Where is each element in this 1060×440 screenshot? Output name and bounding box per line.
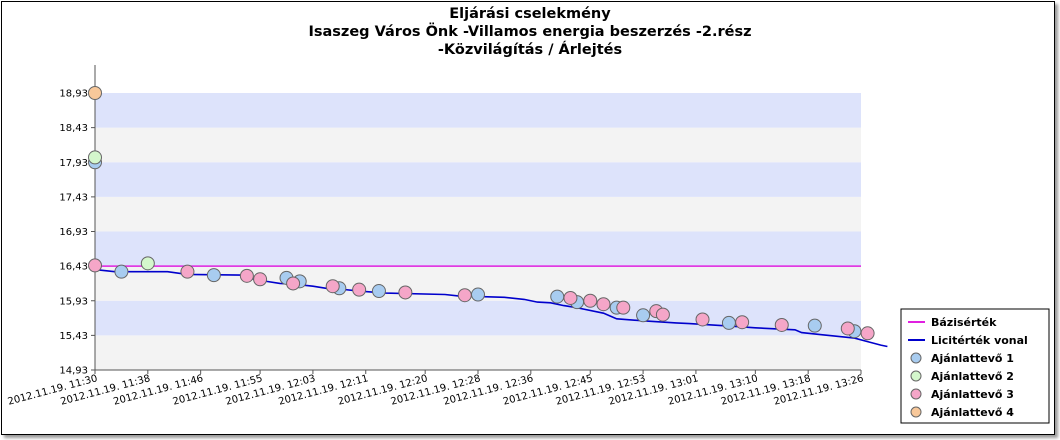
legend-box bbox=[900, 308, 1050, 424]
bidder-4-point bbox=[88, 86, 102, 100]
chart-title-line: Isaszeg Város Önk -Villamos energia besz… bbox=[308, 22, 751, 40]
grid-band bbox=[95, 335, 861, 370]
bidder-3-point bbox=[616, 300, 631, 315]
legend-swatch bbox=[910, 406, 922, 418]
y-tick-label: 16,43 bbox=[59, 262, 88, 273]
grid-band bbox=[95, 196, 861, 232]
bidder-1-point bbox=[206, 268, 221, 283]
bidder-1-point bbox=[471, 287, 485, 302]
bidder-3-point bbox=[352, 282, 367, 297]
bidder-3-point bbox=[398, 285, 413, 300]
legend-swatch bbox=[910, 352, 922, 364]
grid-band bbox=[95, 231, 861, 267]
bidder-3-point bbox=[325, 279, 340, 294]
bidder-1-point bbox=[371, 284, 386, 299]
legend-label: Bázisérték bbox=[931, 316, 997, 329]
bidder-2-point bbox=[88, 150, 102, 165]
legend-swatch bbox=[910, 370, 922, 382]
legend-label: Ajánlattevő 1 bbox=[931, 352, 1014, 365]
y-tick-label: 17,43 bbox=[59, 192, 88, 203]
bidder-3-point bbox=[774, 317, 789, 332]
bidder-3-point bbox=[88, 258, 102, 273]
legend-label: Ajánlattevő 2 bbox=[931, 370, 1014, 383]
grid-band bbox=[95, 93, 861, 128]
y-tick-label: 14,93 bbox=[59, 366, 88, 377]
bidder-3-point bbox=[583, 293, 598, 308]
bidder-3-point bbox=[180, 264, 195, 279]
series-points bbox=[88, 86, 974, 356]
bidder-3-point bbox=[563, 290, 578, 305]
bidder-1-point bbox=[636, 308, 651, 323]
bidder-3-point bbox=[239, 268, 254, 283]
y-tick-label: 15,43 bbox=[59, 331, 88, 342]
grid-band bbox=[95, 162, 861, 197]
bidder-3-point bbox=[596, 297, 611, 312]
y-tick-label: 18,93 bbox=[59, 89, 88, 100]
chart-title-line: Eljárási cselekmény bbox=[449, 6, 611, 22]
y-axis-ticks: 14,93 15,43 15,93 16,43 16,93 17,43 17,93 18,43… bbox=[59, 89, 95, 377]
legend-swatch bbox=[910, 388, 922, 400]
legend: Bázisérték Licitérték vonal Ajánlattevő 1 A… bbox=[900, 308, 1050, 424]
legend-label: Licitérték vonal bbox=[931, 334, 1028, 347]
y-tick-label: 16,93 bbox=[59, 227, 88, 238]
bidder-3-point bbox=[840, 321, 855, 336]
bidder-3-point bbox=[457, 288, 472, 303]
bidder-3-point bbox=[695, 312, 710, 327]
bidder-1-point bbox=[114, 264, 129, 279]
bidder-3-point bbox=[735, 315, 750, 330]
y-tick-label: 18,43 bbox=[59, 123, 88, 134]
bidder-2-point bbox=[140, 256, 155, 271]
legend-label: Ajánlattevő 4 bbox=[931, 406, 1014, 419]
bidder-3-point bbox=[655, 307, 670, 322]
bidder-1-point bbox=[721, 315, 736, 330]
bidder-3-point bbox=[860, 326, 875, 341]
bidder-3-point bbox=[286, 276, 301, 291]
y-tick-label: 17,93 bbox=[59, 158, 88, 169]
bidder-1-point bbox=[807, 318, 822, 333]
grid-bands bbox=[95, 93, 861, 370]
chart-title-line: -Közvilágítás / Árlejtés bbox=[438, 41, 622, 58]
y-tick-label: 15,93 bbox=[59, 296, 88, 307]
bidder-1-point bbox=[550, 289, 565, 304]
bidder-3-point bbox=[253, 272, 268, 287]
legend-label: Ajánlattevő 3 bbox=[931, 388, 1014, 401]
grid-band bbox=[95, 127, 861, 163]
